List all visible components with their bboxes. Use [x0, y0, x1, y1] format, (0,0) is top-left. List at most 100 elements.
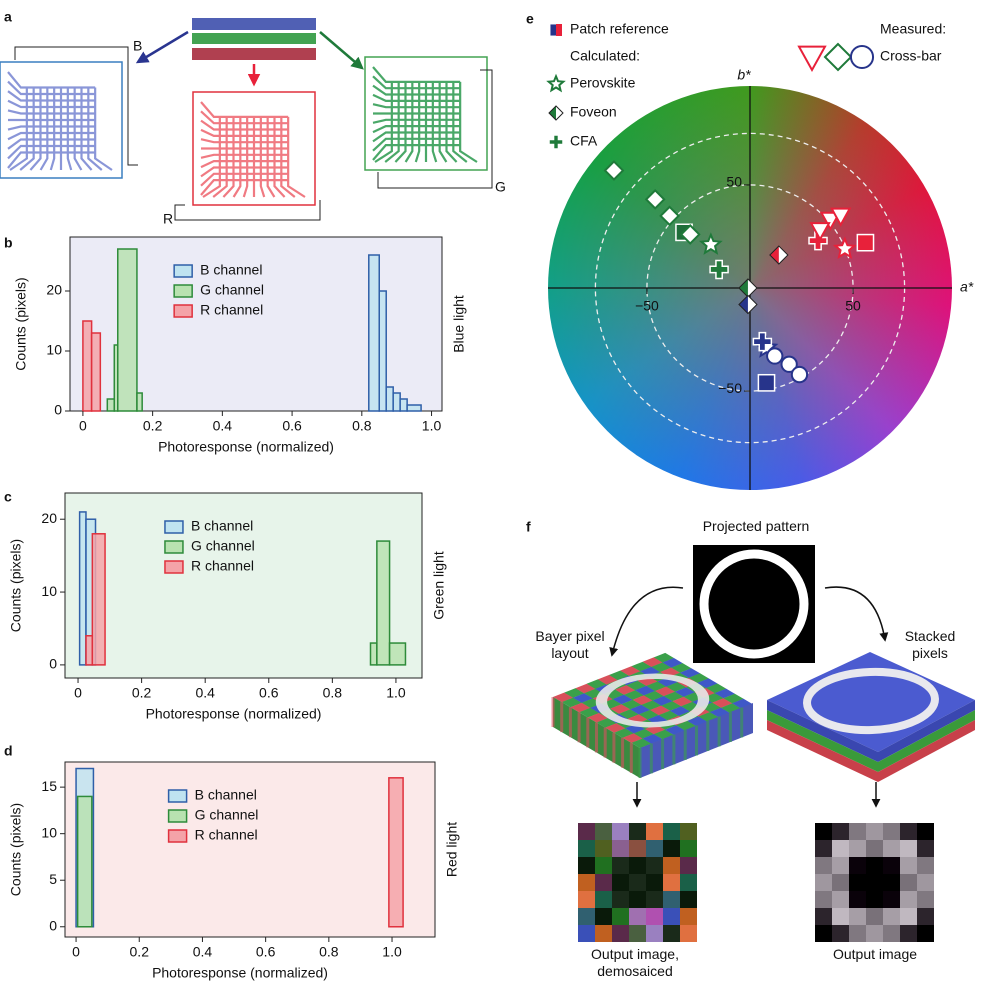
output-pixel — [832, 891, 849, 908]
output-pixel — [849, 823, 866, 840]
output-pixel — [900, 925, 917, 942]
marker — [709, 259, 729, 280]
y-tick-label: 20 — [41, 510, 57, 526]
marker — [698, 232, 723, 255]
bar — [76, 795, 93, 928]
electrode — [200, 110, 289, 125]
electrode — [7, 99, 96, 109]
output-pixel — [578, 874, 595, 891]
y-axis-label: Counts (pixels) — [8, 803, 24, 896]
marker — [766, 347, 784, 365]
marker — [819, 211, 842, 232]
electrode — [404, 81, 414, 163]
bar — [392, 392, 401, 412]
electrode — [9, 87, 28, 171]
output-pixel — [883, 874, 900, 891]
output-pixel — [815, 823, 832, 840]
diamond — [679, 223, 701, 245]
panel-label: f — [526, 519, 531, 535]
electrode — [372, 144, 461, 161]
electrode — [372, 103, 461, 109]
legend-label: R channel — [200, 302, 263, 318]
half — [738, 279, 748, 297]
electrode — [200, 153, 289, 159]
diamond — [644, 188, 666, 210]
legend-label: B channel — [200, 262, 262, 278]
x-tick-label: 0.4 — [193, 944, 213, 960]
output-pixel — [883, 840, 900, 857]
y-tick-label: 0 — [49, 656, 57, 672]
stack — [192, 18, 316, 60]
output-pixel — [832, 874, 849, 891]
electrode — [7, 131, 96, 141]
marker — [780, 355, 798, 373]
y-axis-label: Counts (pixels) — [8, 539, 24, 632]
output-pixel — [663, 840, 680, 857]
bar — [368, 254, 380, 412]
marker — [679, 223, 701, 245]
legend-label: Perovskite — [570, 75, 636, 91]
bayer-top — [553, 652, 753, 749]
marker — [829, 207, 852, 227]
pixel — [662, 658, 683, 668]
bar — [91, 533, 106, 666]
electrode — [212, 116, 228, 198]
output-pixel — [866, 925, 883, 942]
output-pixel — [663, 891, 680, 908]
output-pixel — [646, 925, 663, 942]
marker — [797, 45, 827, 73]
electrode — [7, 144, 96, 160]
output-pixel — [612, 840, 629, 857]
output-pixel — [917, 840, 934, 857]
y-tick-label: 0 — [49, 917, 57, 933]
stacked-side — [878, 700, 975, 762]
output-pixel — [612, 925, 629, 942]
arrow — [319, 31, 364, 70]
pixel — [714, 688, 735, 699]
output-label: Output image — [832, 946, 918, 962]
electrode — [372, 66, 461, 83]
marker — [809, 222, 831, 242]
output-pixel — [883, 857, 900, 874]
layer — [192, 18, 316, 30]
output-pixel — [815, 908, 832, 925]
pixel — [697, 678, 718, 689]
circle — [849, 44, 875, 70]
cross — [709, 259, 729, 280]
output-pixel — [832, 823, 849, 840]
layer — [192, 33, 316, 44]
x-axis-label: Photoresponse (normalized) — [158, 439, 334, 455]
legend-label: B channel — [195, 787, 257, 803]
x-tick-label: 0 — [72, 944, 80, 960]
x-tick-label: 0.6 — [256, 944, 276, 960]
output-pixel — [917, 925, 934, 942]
output-pixel — [832, 925, 849, 942]
output-images — [578, 823, 934, 942]
legend-label: R channel — [195, 827, 258, 843]
electrode — [372, 75, 461, 90]
legend-swatch — [173, 264, 193, 278]
electrode — [7, 71, 96, 89]
marker — [738, 294, 758, 315]
marker — [548, 105, 564, 121]
electrode — [242, 116, 249, 198]
legend-label: R channel — [191, 558, 254, 574]
pattern-title: Projected pattern — [702, 518, 810, 534]
y-tick-label: 0 — [54, 402, 62, 418]
half — [769, 246, 779, 265]
marker — [832, 236, 857, 259]
crossbar-arrays — [7, 66, 478, 198]
marker — [738, 278, 758, 298]
x-tick-label: 0.4 — [195, 685, 215, 701]
output-pixel — [629, 857, 646, 874]
x-axis-label: a* — [960, 279, 974, 295]
output-pixel — [663, 823, 680, 840]
square — [757, 373, 776, 392]
square — [856, 233, 875, 252]
triangle — [819, 211, 842, 232]
output-pixel — [849, 925, 866, 942]
layout-label: Stacked pixels — [904, 628, 956, 661]
output-pixel — [680, 908, 697, 925]
